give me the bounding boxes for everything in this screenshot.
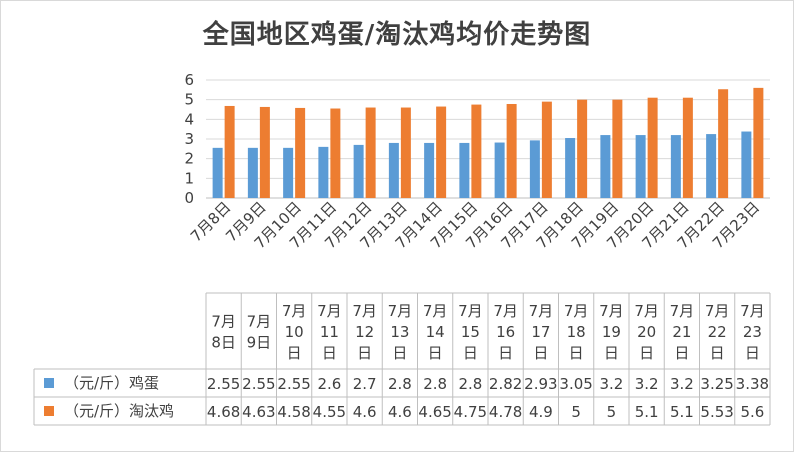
bar-egg: [635, 135, 646, 198]
bar-egg: [283, 147, 294, 198]
table-value: 5.1: [635, 403, 659, 421]
legend-key-egg: [44, 378, 54, 388]
bar-egg: [424, 142, 435, 198]
table-header-cell: 7月 14 日: [423, 302, 448, 362]
table-value: 2.8: [423, 375, 447, 393]
y-tick-label: 5: [184, 91, 194, 109]
table-value: 4.75: [454, 403, 487, 421]
bar-hen: [682, 97, 693, 198]
table-value: 4.68: [207, 403, 240, 421]
bar-egg: [212, 147, 223, 198]
legend-label-egg: （元/斤）鸡蛋: [64, 374, 159, 392]
table-value: 2.93: [524, 375, 557, 393]
table-value: 3.2: [670, 375, 694, 393]
table-value: 4.65: [418, 403, 451, 421]
y-tick-label: 6: [184, 71, 194, 89]
table-value: 4.78: [489, 403, 522, 421]
bar-egg: [459, 142, 470, 198]
bar-egg: [388, 142, 399, 198]
table-header-cell: 7月 22 日: [705, 302, 730, 362]
table-header-cell: 7月 20 日: [634, 302, 659, 362]
table-header-cell: 7月 19 日: [599, 302, 624, 362]
table-value: 4.9: [529, 403, 553, 421]
legend-key-hen: [44, 406, 54, 416]
table-header-cell: 7月 16 日: [493, 302, 518, 362]
bar-egg: [247, 147, 258, 198]
bar-hen: [436, 106, 447, 198]
table-value: 4.6: [353, 403, 377, 421]
bar-egg: [494, 142, 505, 198]
table-header-cell: 7月 9日: [247, 313, 272, 352]
table-value: 5.1: [670, 403, 694, 421]
table-value: 2.55: [207, 375, 240, 393]
table-value: 4.63: [242, 403, 275, 421]
bar-hen: [330, 108, 341, 198]
bar-hen: [647, 97, 658, 198]
bar-egg: [318, 146, 329, 198]
table-header-cell: 7月 11 日: [317, 302, 342, 362]
table-value: 3.2: [599, 375, 623, 393]
table-value: 3.2: [635, 375, 659, 393]
table-header-cell: 7月 21 日: [670, 302, 695, 362]
table-value: 4.55: [313, 403, 346, 421]
table-header-cell: 7月 15 日: [458, 302, 483, 362]
bar-hen: [365, 107, 376, 198]
table-header-cell: 7月 12 日: [352, 302, 377, 362]
y-tick-label: 2: [184, 150, 194, 168]
table-value: 5.53: [700, 403, 733, 421]
bar-egg: [529, 140, 540, 198]
table-header-cell: 7月 10 日: [282, 302, 307, 362]
y-tick-label: 3: [184, 130, 194, 148]
legend-label-hen: （元/斤）淘汰鸡: [64, 402, 174, 420]
table-value: 3.38: [736, 375, 769, 393]
table-value: 3.05: [559, 375, 592, 393]
bar-hen: [612, 99, 623, 198]
table-header-cell: 7月 13 日: [388, 302, 413, 362]
bar-hen: [506, 103, 517, 198]
bar-egg: [600, 135, 611, 198]
bar-hen: [224, 105, 235, 198]
bar-hen: [718, 89, 729, 198]
y-tick-label: 4: [184, 110, 194, 128]
table-value: 2.8: [388, 375, 412, 393]
bar-hen: [577, 99, 588, 198]
y-tick-label: 1: [184, 169, 194, 187]
bar-egg: [706, 134, 717, 198]
table-header-cell: 7月 8日: [211, 313, 236, 352]
bar-egg: [670, 135, 681, 198]
bar-hen: [295, 107, 306, 198]
table-value: 5: [571, 403, 581, 421]
table-value: 2.82: [489, 375, 522, 393]
table-value: 2.55: [277, 375, 310, 393]
bar-egg: [565, 138, 576, 198]
table-header-cell: 7月 18 日: [564, 302, 589, 362]
table-header-cell: 7月 17 日: [529, 302, 554, 362]
bar-hen: [400, 107, 411, 198]
bar-egg: [741, 131, 752, 198]
table-value: 2.7: [353, 375, 377, 393]
table-value: 4.6: [388, 403, 412, 421]
table-value: 4.58: [277, 403, 310, 421]
table-value: 3.25: [700, 375, 733, 393]
y-tick-label: 0: [184, 189, 194, 207]
bar-hen: [259, 106, 270, 198]
table-value: 5.6: [740, 403, 764, 421]
table-value: 2.6: [317, 375, 341, 393]
table-value: 2.8: [458, 375, 482, 393]
chart-title: 全国地区鸡蛋/淘汰鸡均价走势图: [202, 20, 592, 50]
table-value: 5: [607, 403, 617, 421]
table-value: 2.55: [242, 375, 275, 393]
bar-hen: [753, 87, 764, 198]
bar-hen: [541, 101, 552, 198]
bar-egg: [353, 144, 364, 198]
table-header-cell: 7月 23 日: [740, 302, 765, 362]
bar-hen: [471, 104, 482, 198]
